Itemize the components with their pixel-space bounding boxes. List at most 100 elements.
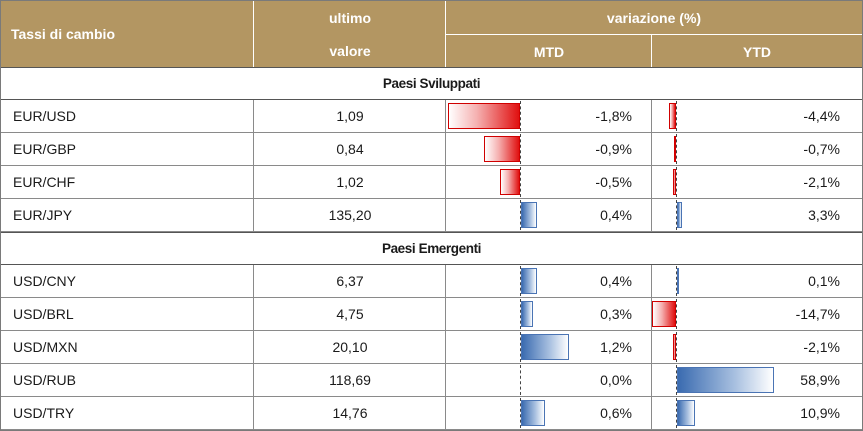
column-divider	[253, 298, 254, 331]
column-divider	[651, 133, 652, 166]
ytd-cell: -14,7%	[795, 306, 840, 322]
column-divider	[651, 199, 652, 232]
mtd-bar	[521, 334, 569, 360]
column-divider	[253, 397, 254, 430]
column-divider	[445, 397, 446, 430]
ytd-bar	[668, 103, 676, 129]
table-row: USD/MXN 20,10 1,2% -2,1%	[1, 331, 862, 364]
column-divider	[651, 265, 652, 298]
ytd-cell: -0,7%	[803, 141, 840, 157]
table-row: EUR/USD 1,09 -1,8% -4,4%	[1, 100, 862, 133]
column-divider	[651, 364, 652, 397]
ytd-zero-axis	[676, 134, 677, 164]
ytd-cell: 3,3%	[808, 207, 840, 223]
mtd-bar	[521, 268, 537, 294]
column-divider	[445, 364, 446, 397]
value-cell: 118,69	[329, 372, 371, 388]
table-row: USD/RUB 118,69 0,0% 58,9%	[1, 364, 862, 397]
ytd-bar	[672, 334, 676, 360]
value-cell: 6,37	[336, 273, 364, 289]
mtd-zero-axis	[520, 332, 521, 362]
table-row: EUR/GBP 0,84 -0,9% -0,7%	[1, 133, 862, 166]
mtd-bar	[500, 169, 520, 195]
pair-cell: EUR/GBP	[13, 141, 77, 157]
mtd-cell: 0,0%	[600, 372, 632, 388]
pair-cell: USD/CNY	[13, 273, 77, 289]
ytd-cell: 58,9%	[800, 372, 840, 388]
column-divider	[253, 331, 254, 364]
pair-cell: EUR/USD	[13, 108, 77, 124]
mtd-bar	[484, 136, 520, 162]
header-divider	[446, 34, 862, 35]
header-divider	[445, 1, 446, 67]
ytd-cell: 0,1%	[808, 273, 840, 289]
column-divider	[445, 100, 446, 133]
column-divider	[445, 133, 446, 166]
mtd-cell: 0,6%	[600, 405, 632, 421]
column-divider	[253, 100, 254, 133]
mtd-cell: 1,2%	[600, 339, 632, 355]
column-divider	[253, 265, 254, 298]
ytd-bar	[674, 136, 676, 162]
mtd-cell: 0,4%	[600, 207, 632, 223]
pair-cell: USD/BRL	[13, 306, 74, 322]
table-row: EUR/CHF 1,02 -0,5% -2,1%	[1, 166, 862, 199]
table-row: USD/BRL 4,75 0,3% -14,7%	[1, 298, 862, 331]
header-divider	[253, 1, 254, 67]
value-cell: 1,02	[336, 174, 364, 190]
ytd-zero-axis	[676, 101, 677, 131]
table-row: USD/CNY 6,37 0,4% 0,1%	[1, 265, 862, 298]
mtd-zero-axis	[520, 299, 521, 329]
section-title: Paesi Emergenti	[1, 232, 862, 265]
mtd-zero-axis	[520, 101, 521, 131]
mtd-zero-axis	[520, 398, 521, 428]
ytd-zero-axis	[676, 398, 677, 428]
pair-cell: USD/RUB	[13, 372, 77, 388]
ytd-cell: 10,9%	[800, 405, 840, 421]
column-divider	[253, 166, 254, 199]
mtd-zero-axis	[520, 134, 521, 164]
column-divider	[253, 364, 254, 397]
mtd-zero-axis	[520, 365, 521, 395]
header-variazione: variazione (%)	[606, 9, 702, 26]
header-label: Tassi di cambio	[11, 26, 115, 42]
column-divider	[651, 166, 652, 199]
ytd-bar	[677, 202, 683, 228]
ytd-zero-axis	[676, 299, 677, 329]
pair-cell: EUR/JPY	[13, 207, 73, 223]
column-divider	[651, 397, 652, 430]
mtd-zero-axis	[520, 167, 521, 197]
pair-cell: USD/MXN	[13, 339, 78, 355]
ytd-zero-axis	[676, 365, 677, 395]
value-cell: 20,10	[332, 339, 368, 355]
value-cell: 135,20	[328, 207, 372, 223]
table-row: USD/TRY 14,76 0,6% 10,9%	[1, 397, 862, 430]
column-divider	[445, 298, 446, 331]
table-header: Tassi di cambio ultimo valore variazione…	[1, 1, 862, 67]
mtd-bar	[521, 202, 537, 228]
column-divider	[253, 199, 254, 232]
ytd-zero-axis	[676, 332, 677, 362]
ytd-zero-axis	[676, 266, 677, 296]
column-divider	[253, 133, 254, 166]
column-divider	[651, 100, 652, 133]
header-mtd: MTD	[533, 43, 565, 60]
value-cell: 1,09	[336, 108, 364, 124]
header-divider	[651, 35, 652, 67]
ytd-bar	[672, 169, 676, 195]
mtd-bar	[448, 103, 520, 129]
pair-cell: USD/TRY	[13, 405, 75, 421]
value-cell: 0,84	[336, 141, 364, 157]
mtd-zero-axis	[520, 266, 521, 296]
column-divider	[651, 298, 652, 331]
pair-cell: EUR/CHF	[13, 174, 76, 190]
header-valore: valore	[329, 42, 371, 59]
mtd-cell: -1,8%	[595, 108, 632, 124]
ytd-cell: -4,4%	[803, 108, 840, 124]
ytd-bar	[677, 268, 679, 294]
column-divider	[445, 265, 446, 298]
header-ultimo: ultimo	[329, 9, 371, 26]
value-cell: 4,75	[336, 306, 364, 322]
mtd-cell: 0,4%	[600, 273, 632, 289]
